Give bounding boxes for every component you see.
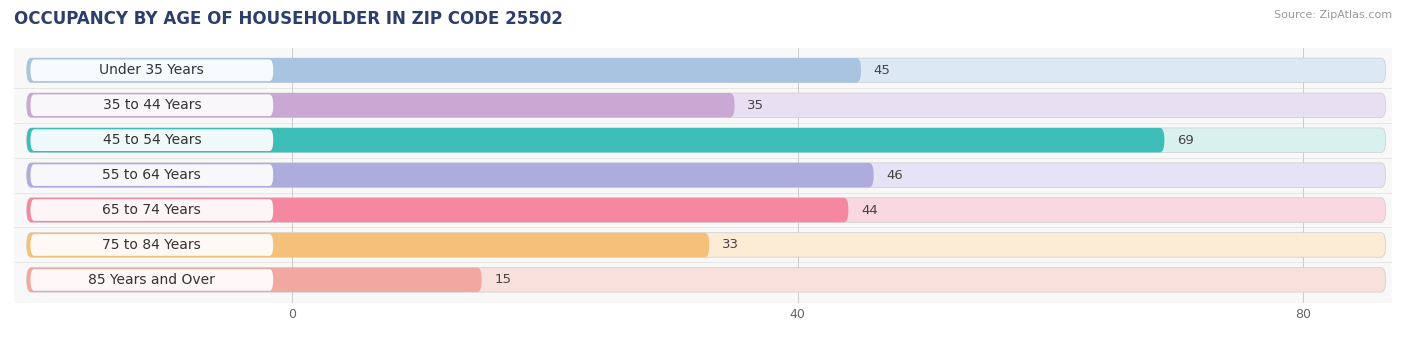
- FancyBboxPatch shape: [27, 268, 482, 292]
- Text: 55 to 64 Years: 55 to 64 Years: [103, 168, 201, 182]
- FancyBboxPatch shape: [27, 93, 1386, 117]
- FancyBboxPatch shape: [27, 163, 873, 187]
- Text: 75 to 84 Years: 75 to 84 Years: [103, 238, 201, 252]
- Text: 46: 46: [886, 169, 903, 182]
- FancyBboxPatch shape: [27, 128, 1164, 152]
- Text: 45 to 54 Years: 45 to 54 Years: [103, 133, 201, 147]
- Text: OCCUPANCY BY AGE OF HOUSEHOLDER IN ZIP CODE 25502: OCCUPANCY BY AGE OF HOUSEHOLDER IN ZIP C…: [14, 10, 562, 28]
- Text: 45: 45: [873, 64, 890, 77]
- FancyBboxPatch shape: [27, 128, 1386, 152]
- FancyBboxPatch shape: [27, 233, 709, 257]
- Text: 35 to 44 Years: 35 to 44 Years: [103, 98, 201, 112]
- Text: 35: 35: [747, 99, 765, 112]
- FancyBboxPatch shape: [27, 198, 848, 222]
- FancyBboxPatch shape: [31, 199, 273, 221]
- FancyBboxPatch shape: [27, 58, 1386, 83]
- Text: 69: 69: [1177, 134, 1194, 147]
- Text: 44: 44: [860, 204, 877, 217]
- FancyBboxPatch shape: [27, 198, 1386, 222]
- FancyBboxPatch shape: [27, 163, 1386, 187]
- Text: 15: 15: [495, 273, 512, 286]
- FancyBboxPatch shape: [31, 164, 273, 186]
- FancyBboxPatch shape: [31, 234, 273, 256]
- Text: 33: 33: [721, 238, 740, 252]
- Text: Under 35 Years: Under 35 Years: [100, 63, 204, 77]
- Text: Source: ZipAtlas.com: Source: ZipAtlas.com: [1274, 10, 1392, 20]
- FancyBboxPatch shape: [31, 59, 273, 81]
- Text: 85 Years and Over: 85 Years and Over: [89, 273, 215, 287]
- FancyBboxPatch shape: [27, 58, 860, 83]
- FancyBboxPatch shape: [31, 269, 273, 291]
- FancyBboxPatch shape: [27, 233, 1386, 257]
- FancyBboxPatch shape: [27, 268, 1386, 292]
- FancyBboxPatch shape: [31, 129, 273, 151]
- FancyBboxPatch shape: [31, 95, 273, 116]
- FancyBboxPatch shape: [27, 93, 734, 117]
- Text: 65 to 74 Years: 65 to 74 Years: [103, 203, 201, 217]
